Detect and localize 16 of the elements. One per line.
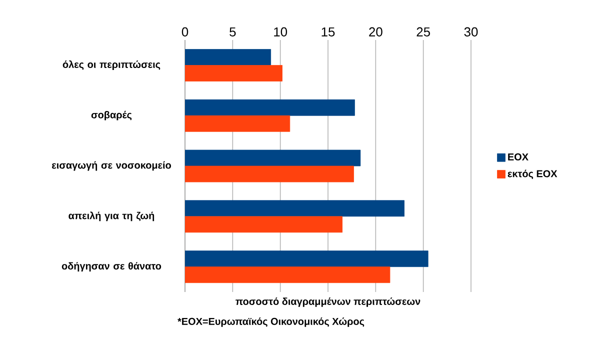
legend-label: ΕΟΧ [508, 153, 528, 160]
x-tick-label: 20 [369, 27, 382, 36]
x-tick-label: 15 [322, 27, 335, 36]
x-tick-label: 5 [230, 27, 236, 36]
x-axis-title: ποσοστό διαγραμμένων περιπτώσεων [236, 298, 420, 307]
y-tick-label: απειλή για τη ζωή [68, 212, 154, 222]
y-tick-label: σοβαρές [91, 110, 132, 120]
text: *ΕΟΧ=Ευρωπαϊκός Οικονομικός Χώρος [178, 318, 364, 327]
x-tick-label: 25 [416, 27, 430, 36]
y-tick-label: εισαγωγή σε νοσοκομείο [52, 161, 171, 171]
x-tick-label: 10 [274, 27, 288, 36]
legend-label: εκτός ΕΟΧ [508, 170, 558, 180]
y-tick-label: οδήγησαν σε θάνατο [62, 262, 162, 272]
x-tick-label: 30 [464, 27, 478, 36]
x-tick-label: 0 [182, 27, 188, 36]
y-tick-label: όλες οι περιπτώσεις [62, 60, 160, 70]
